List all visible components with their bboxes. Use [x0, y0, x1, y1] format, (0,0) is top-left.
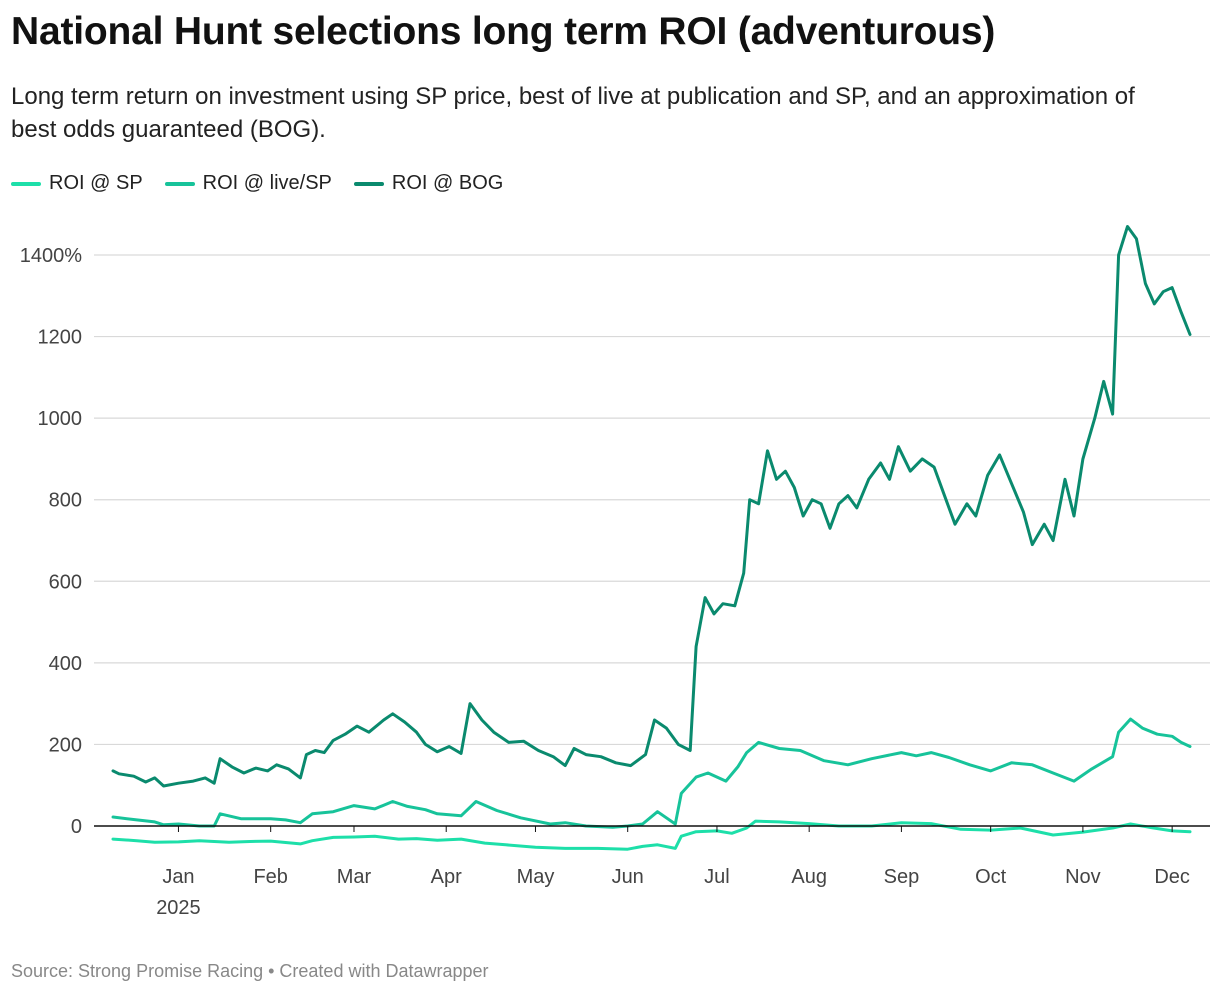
- y-tick-label: 1200: [38, 327, 83, 349]
- series-layer: [111, 225, 1192, 851]
- series-line-sp: [111, 819, 1192, 851]
- legend-swatch-sp: [11, 181, 41, 186]
- legend-item-bog: ROI @ BOG: [353, 172, 504, 195]
- x-tick-label: Feb: [253, 866, 287, 888]
- y-tick-label: 0: [71, 816, 82, 838]
- legend-label-sp: ROI @ SP: [49, 172, 143, 194]
- series-line-bog: [111, 225, 1192, 788]
- legend-swatch-live-sp: [164, 181, 195, 186]
- legend-item-live-sp: ROI @ live/SP: [164, 172, 332, 195]
- legend-swatch-bog: [353, 181, 384, 186]
- chart-legend: ROI @ SP ROI @ live/SP ROI @ BOG: [11, 172, 525, 195]
- legend-item-sp: ROI @ SP: [11, 172, 143, 195]
- chart-subtitle: Long term return on investment using SP …: [11, 83, 1135, 143]
- y-tick-label: 600: [49, 571, 82, 593]
- y-tick-label: 400: [49, 653, 82, 675]
- legend-label-bog: ROI @ BOG: [391, 172, 504, 194]
- x-tick-label: Apr: [431, 866, 462, 888]
- x-tick-label: Aug: [791, 866, 827, 888]
- x-tick-label: Sep: [884, 866, 920, 888]
- y-tick-label: 1400%: [20, 245, 82, 267]
- x-tick-label: Jul: [704, 866, 730, 888]
- chart-title: National Hunt selections long term ROI (…: [11, 10, 996, 53]
- axis-layer: 1400% 1200 1000 800 600 400 200 0 Jan 2025 Feb Mar A…: [20, 245, 1210, 919]
- legend-label-live-sp: ROI @ live/SP: [202, 172, 332, 194]
- x-tick-label: Jan: [162, 866, 194, 888]
- x-tick-year-label: 2025: [156, 897, 201, 919]
- y-tick-label: 1000: [38, 408, 83, 430]
- x-tick-label: May: [517, 866, 555, 888]
- x-tick-label: Oct: [975, 866, 1007, 888]
- x-tick-label: Dec: [1154, 866, 1190, 888]
- grid-layer: [94, 254, 1210, 746]
- y-tick-label: 200: [49, 734, 82, 756]
- y-tick-label: 800: [49, 490, 82, 512]
- x-tick-label: Nov: [1065, 866, 1101, 888]
- x-tick-label: Mar: [337, 866, 372, 888]
- x-tick-label: Jun: [612, 866, 644, 888]
- source-note: Source: Strong Promise Racing • Created …: [11, 961, 489, 981]
- series-line-live-sp: [111, 717, 1192, 829]
